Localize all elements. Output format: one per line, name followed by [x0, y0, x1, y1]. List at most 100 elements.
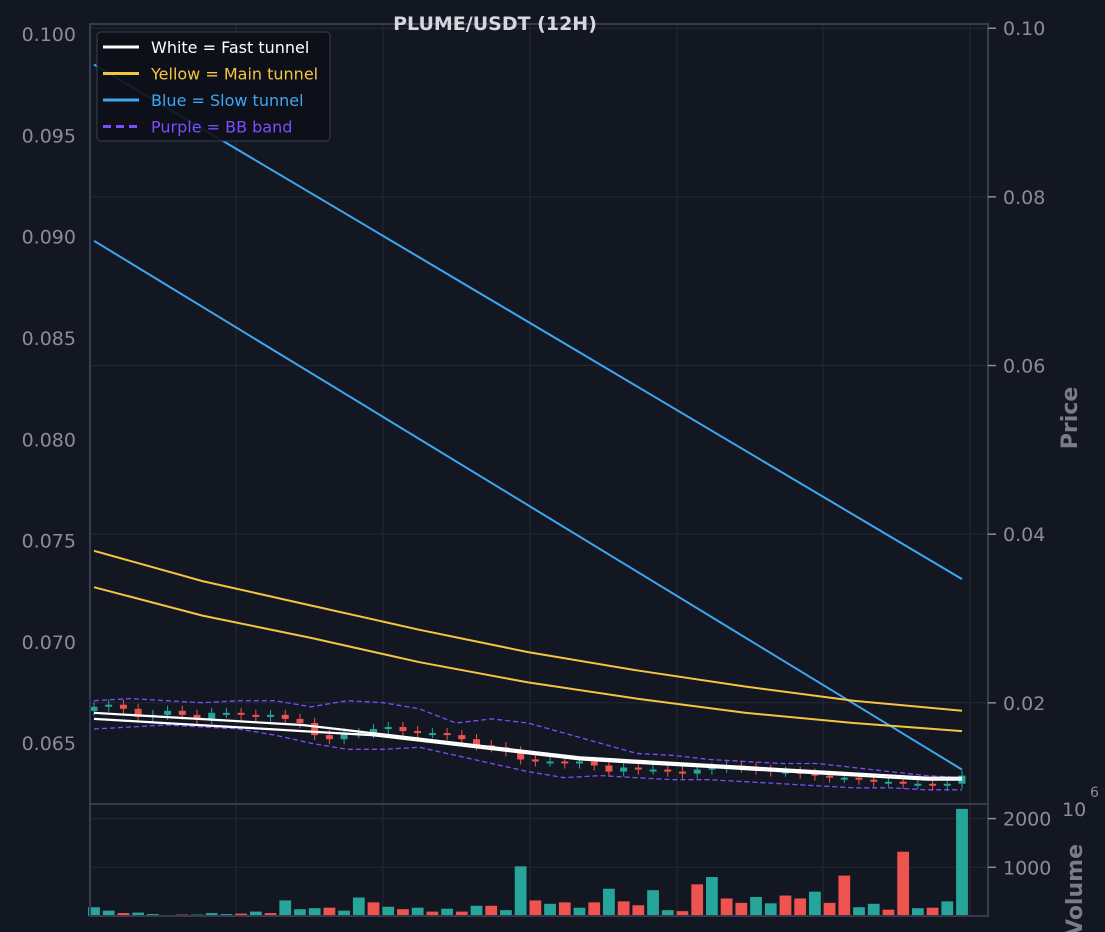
candle-body — [458, 735, 466, 740]
candle-body — [134, 708, 142, 717]
candle-body — [90, 706, 98, 711]
volume-bar — [794, 898, 807, 916]
left-tick-label: 0.070 — [22, 632, 76, 654]
volume-multiplier-exponent: 6 — [1090, 785, 1099, 801]
legend-entry-label: Purple = BB band — [151, 118, 292, 137]
volume-bar — [603, 888, 615, 916]
price-plot — [90, 63, 966, 791]
volume-bar — [279, 900, 292, 916]
volume-bar — [382, 906, 395, 916]
volume-bar — [764, 903, 777, 916]
slow-tunnel-line — [93, 239, 963, 771]
volume-bar — [132, 912, 145, 916]
candle-body — [399, 727, 407, 732]
candle-body — [119, 704, 127, 709]
candle-body — [546, 761, 554, 764]
left-tick-label: 0.080 — [22, 429, 76, 451]
right-tick-label: 0.10 — [1003, 18, 1045, 40]
volume-bar — [632, 905, 645, 916]
left-tick-label: 0.075 — [22, 531, 76, 553]
candle-body — [884, 781, 892, 784]
candle-body — [414, 731, 422, 734]
candle-body — [693, 769, 701, 774]
volume-bar — [294, 909, 306, 916]
volume-bar — [911, 908, 924, 916]
volume-axis-label: Volume — [1063, 844, 1088, 932]
volume-bar — [617, 901, 630, 916]
volume-bar — [529, 900, 542, 916]
candle-body — [870, 779, 878, 782]
volume-bar — [514, 866, 527, 916]
legend-entry-label: Blue = Slow tunnel — [151, 91, 304, 110]
volume-bar — [897, 851, 910, 916]
volume-bar — [397, 909, 409, 916]
volume-bar — [706, 877, 718, 916]
volume-bar — [411, 907, 424, 916]
volume-panel-frame — [89, 803, 989, 917]
candle-body — [561, 761, 569, 764]
volume-bar — [500, 910, 512, 916]
volume-bar — [720, 898, 733, 916]
candle-body — [473, 739, 481, 746]
main-tunnel-line — [93, 549, 963, 712]
bb-upper-band — [93, 697, 963, 779]
volume-bar — [647, 890, 659, 916]
right-tick-label: 0.08 — [1003, 187, 1045, 209]
volume-bar — [117, 913, 130, 916]
candle-body — [267, 714, 275, 717]
volume-multiplier-base: 10 — [1062, 799, 1086, 821]
volume-bar — [779, 895, 792, 916]
candle-body — [781, 771, 789, 774]
candle-body — [664, 769, 672, 772]
candle-body — [178, 710, 186, 715]
candle-body — [943, 783, 951, 786]
volume-bar — [367, 902, 380, 916]
volume-bar — [956, 808, 968, 916]
left-tick-label: 0.095 — [22, 125, 76, 147]
right-tick-label: 0.02 — [1003, 693, 1045, 715]
candle-body — [237, 712, 245, 715]
candle-body — [899, 781, 907, 784]
legend-entry-label: White = Fast tunnel — [151, 38, 309, 57]
volume-plot — [88, 808, 968, 916]
candle-body — [840, 777, 848, 780]
volume-bar — [750, 897, 762, 916]
candle-body — [855, 777, 863, 780]
chart-title: PLUME/USDT (12H) — [393, 13, 597, 35]
candle-body — [164, 710, 172, 715]
candle-body — [590, 761, 598, 766]
candle-body — [826, 775, 834, 778]
candle-body — [384, 727, 392, 730]
bb-lower-band — [93, 724, 962, 791]
candle-body — [340, 733, 348, 740]
volume-bar — [588, 902, 601, 916]
volume-bar — [573, 907, 586, 916]
volume-bar — [88, 907, 100, 916]
candle-body — [325, 735, 333, 740]
legend: White = Fast tunnel Yellow = Main tunnel B… — [96, 31, 331, 142]
volume-bar — [661, 910, 674, 916]
volume-bar — [823, 902, 836, 916]
volume-bar — [838, 875, 851, 916]
slow-tunnel-line — [93, 63, 963, 580]
candle-body — [708, 767, 716, 770]
candle-body — [649, 769, 657, 772]
right-price-axis: 0.10 0.08 0.06 0.04 0.02 — [988, 18, 1045, 715]
volume-bar — [926, 907, 939, 916]
candle-body — [605, 765, 613, 772]
left-tick-label: 0.100 — [22, 24, 76, 46]
volume-bar — [235, 913, 248, 916]
right-tick-label: 0.06 — [1003, 356, 1045, 378]
legend-entry-label: Yellow = Main tunnel — [150, 65, 318, 84]
volume-tick-label: 1000 — [1003, 857, 1051, 879]
volume-bar — [676, 911, 689, 916]
candle-body — [531, 759, 539, 762]
candle-body — [575, 761, 583, 764]
left-tick-label: 0.085 — [22, 328, 76, 350]
candle-body — [678, 771, 686, 774]
volume-bar — [735, 902, 748, 916]
candle-body — [443, 733, 451, 736]
left-tick-label: 0.065 — [22, 733, 76, 755]
volume-bar — [941, 901, 954, 916]
volume-bar — [205, 913, 218, 916]
